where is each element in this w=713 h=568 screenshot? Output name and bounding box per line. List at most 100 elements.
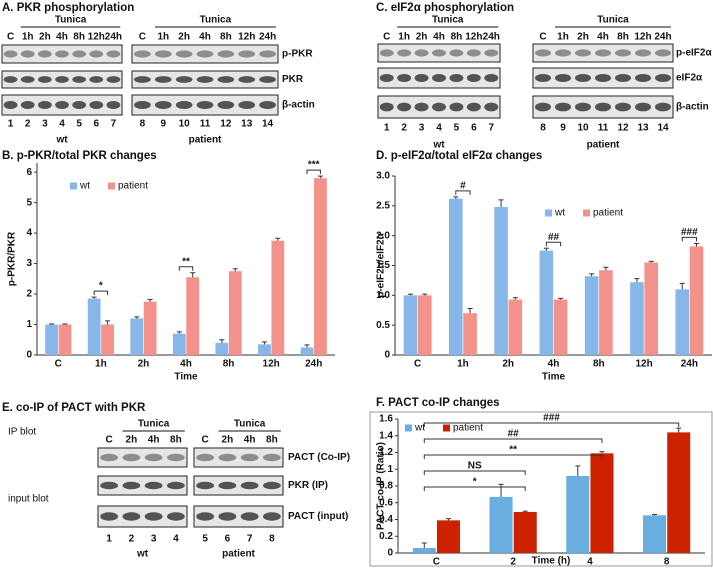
y-tick-label: 1 (387, 464, 393, 475)
lane-label: 24h (105, 32, 122, 43)
band (397, 74, 412, 82)
blot (97, 475, 188, 496)
band (166, 453, 185, 462)
band (175, 50, 193, 58)
lane-label: 4h (244, 435, 256, 446)
treatment-label: Tunica (138, 419, 170, 430)
annotation-bracket (423, 454, 603, 459)
lane-number: 2 (401, 123, 407, 134)
band (100, 481, 119, 490)
y-tick-label: 0 (387, 548, 393, 559)
row-label: PACT (Co-IP) (288, 452, 350, 463)
band (218, 481, 237, 490)
lane-number: 11 (200, 119, 211, 130)
bar (228, 271, 242, 355)
bar (87, 298, 101, 355)
bar (436, 520, 460, 553)
band (134, 50, 151, 58)
y-tick-label: 3.0 (376, 171, 390, 182)
bar (590, 453, 614, 553)
x-tick-label: 8h (223, 359, 235, 370)
y-tick-label: 1.0 (376, 290, 390, 301)
x-tick-label: 1h (95, 359, 107, 370)
lane-label: C (539, 32, 546, 43)
band (466, 102, 481, 112)
lane-number: 4 (436, 123, 442, 134)
y-tick-label: 0.4 (379, 514, 393, 525)
lane-label: C (139, 32, 146, 43)
lane-number: 9 (161, 119, 167, 130)
band (55, 101, 69, 109)
band (154, 76, 172, 83)
lane-number: 8 (269, 534, 275, 545)
band (89, 101, 104, 109)
band (595, 49, 611, 57)
bar (644, 262, 658, 355)
lane-label: 12h (465, 32, 482, 43)
treatment-label: Tunica (234, 419, 266, 430)
band (38, 50, 52, 58)
lane-number: 6 (225, 534, 231, 545)
y-tick-label: 4 (26, 228, 32, 239)
x-tick-label: 1h (457, 359, 469, 370)
band (106, 76, 121, 83)
row-label: PKR (IP) (288, 480, 328, 491)
lane-label: 1h (22, 32, 34, 43)
band (635, 74, 651, 82)
band (555, 74, 571, 82)
band (196, 76, 214, 83)
lane-label: 24h (654, 32, 671, 43)
y-tick-label: 0.2 (379, 531, 393, 542)
bar (143, 301, 157, 355)
band (106, 50, 121, 58)
band (262, 453, 281, 462)
band (595, 74, 611, 82)
band (154, 50, 172, 58)
band (3, 101, 18, 109)
chart-title: B. p-PKR/total PKR changes (2, 150, 157, 162)
lane-number: 1 (106, 534, 112, 545)
group-name: patient (189, 135, 222, 146)
band (535, 102, 551, 112)
band (262, 512, 281, 521)
band (238, 50, 256, 58)
group-name: patient (222, 549, 255, 560)
lane-number: 4 (173, 534, 179, 545)
bar (215, 342, 229, 355)
y-tick-label: 0.5 (376, 320, 390, 331)
legend-label: wt (414, 423, 425, 434)
lane-number: 13 (637, 123, 649, 134)
bar (599, 270, 613, 355)
bar (412, 547, 436, 553)
annotation: NS (468, 461, 482, 472)
band (196, 50, 214, 58)
group-name: wt (432, 140, 445, 151)
band (154, 101, 172, 109)
lane-number: 6 (471, 123, 477, 134)
blot (532, 43, 674, 63)
legend-label: wt (79, 181, 90, 192)
lane-label: 8h (617, 32, 629, 43)
band (122, 512, 141, 521)
band (166, 481, 185, 490)
blot (131, 44, 279, 64)
lane-number: 9 (560, 123, 566, 134)
lane-label: 4h (597, 32, 609, 43)
y-axis-label: PACT co-IP (Ratio) (376, 442, 387, 530)
chart-frame (369, 411, 713, 567)
annotation: ** (509, 445, 517, 456)
band (217, 76, 235, 83)
band (432, 49, 446, 57)
lane-number: 14 (262, 119, 274, 130)
bar (667, 432, 691, 553)
annotation-bracket (455, 190, 471, 195)
lane-label: 12h (88, 32, 105, 43)
lane-label: 2h (577, 32, 589, 43)
band (655, 102, 671, 112)
bar (271, 240, 285, 355)
band (72, 76, 87, 83)
band (218, 512, 237, 521)
band (144, 512, 163, 521)
row-label: β-actin (282, 100, 315, 111)
